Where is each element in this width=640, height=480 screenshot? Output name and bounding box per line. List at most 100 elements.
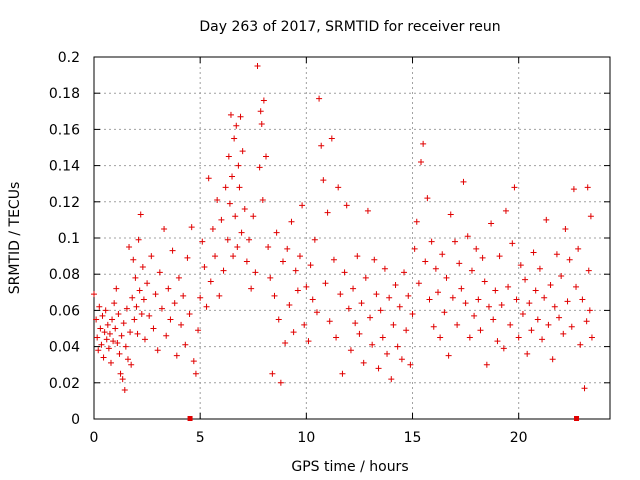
data-point	[588, 334, 595, 341]
data-point	[292, 267, 299, 274]
data-point	[536, 265, 543, 272]
data-point	[134, 330, 141, 337]
data-point	[282, 339, 289, 346]
data-point	[347, 347, 354, 354]
data-point	[528, 327, 535, 334]
data-point	[188, 224, 195, 231]
grid-lines	[94, 57, 610, 419]
data-point	[139, 263, 146, 270]
data-point	[294, 287, 301, 294]
data-point	[339, 370, 346, 377]
data-point	[560, 330, 567, 337]
data-point	[539, 336, 546, 343]
data-point	[150, 325, 157, 332]
data-point	[100, 354, 107, 361]
data-point	[230, 253, 237, 260]
axis-marker	[574, 416, 580, 421]
data-point	[439, 251, 446, 258]
y-tick-label: 0.16	[49, 122, 80, 138]
data-point	[110, 338, 117, 345]
data-point	[299, 202, 306, 209]
data-point	[473, 245, 480, 252]
data-point	[112, 325, 119, 332]
data-point	[498, 301, 505, 308]
data-point	[154, 347, 161, 354]
data-point	[103, 336, 110, 343]
data-point	[169, 247, 176, 254]
data-point	[107, 359, 114, 366]
y-tick-label: 0.1	[58, 231, 80, 247]
data-point	[356, 330, 363, 337]
data-point	[328, 135, 335, 142]
data-point	[558, 273, 565, 280]
data-point	[522, 276, 529, 283]
data-point	[192, 370, 199, 377]
data-point	[583, 318, 590, 325]
data-point	[256, 164, 263, 171]
data-point	[485, 303, 492, 310]
data-point	[209, 225, 216, 232]
y-tick-label: 0	[71, 412, 80, 428]
data-point	[545, 321, 552, 328]
data-point	[158, 305, 165, 312]
data-point	[579, 296, 586, 303]
plot-frame	[93, 56, 611, 420]
data-point	[441, 309, 448, 316]
data-point	[451, 238, 458, 245]
data-point	[515, 334, 522, 341]
data-point	[239, 148, 246, 155]
data-point	[333, 334, 340, 341]
data-point	[277, 379, 284, 386]
data-point	[163, 332, 170, 339]
data-point	[379, 334, 386, 341]
data-point	[573, 283, 580, 290]
data-point	[309, 296, 316, 303]
x-axis-label: GPS time / hours	[291, 459, 408, 475]
data-point	[392, 282, 399, 289]
data-point	[131, 316, 138, 323]
data-point	[488, 220, 495, 227]
data-point	[144, 280, 151, 287]
data-point	[246, 236, 253, 243]
data-point	[229, 173, 236, 180]
axis-markers	[187, 416, 580, 421]
data-point	[101, 329, 108, 336]
data-point	[388, 376, 395, 383]
data-point	[290, 329, 297, 336]
data-point	[301, 321, 308, 328]
data-point	[303, 283, 310, 290]
data-point	[167, 316, 174, 323]
data-point	[120, 320, 127, 327]
data-point	[322, 280, 329, 287]
data-point	[362, 274, 369, 281]
data-point	[156, 269, 163, 276]
data-point	[263, 153, 269, 160]
data-point	[553, 251, 560, 258]
y-tick-label: 0.08	[49, 267, 80, 283]
data-point	[203, 303, 210, 310]
data-point	[466, 334, 473, 341]
data-point	[123, 305, 130, 312]
data-point	[260, 97, 267, 104]
data-point	[233, 122, 240, 129]
data-point	[184, 254, 191, 261]
data-point	[575, 245, 582, 252]
data-point	[318, 142, 325, 149]
data-point	[367, 314, 374, 321]
data-point	[462, 300, 469, 307]
x-tick-label: 0	[90, 430, 99, 446]
data-point	[337, 291, 344, 298]
data-point	[216, 292, 223, 299]
data-point	[137, 211, 144, 218]
data-point	[494, 338, 501, 345]
data-point	[570, 186, 577, 193]
data-point	[454, 321, 461, 328]
data-point	[241, 206, 248, 213]
data-point	[530, 249, 537, 256]
data-point	[428, 238, 435, 245]
data-point	[556, 314, 563, 321]
data-point	[581, 385, 588, 392]
data-point	[526, 300, 533, 307]
data-point	[471, 312, 478, 319]
data-point	[335, 184, 342, 191]
